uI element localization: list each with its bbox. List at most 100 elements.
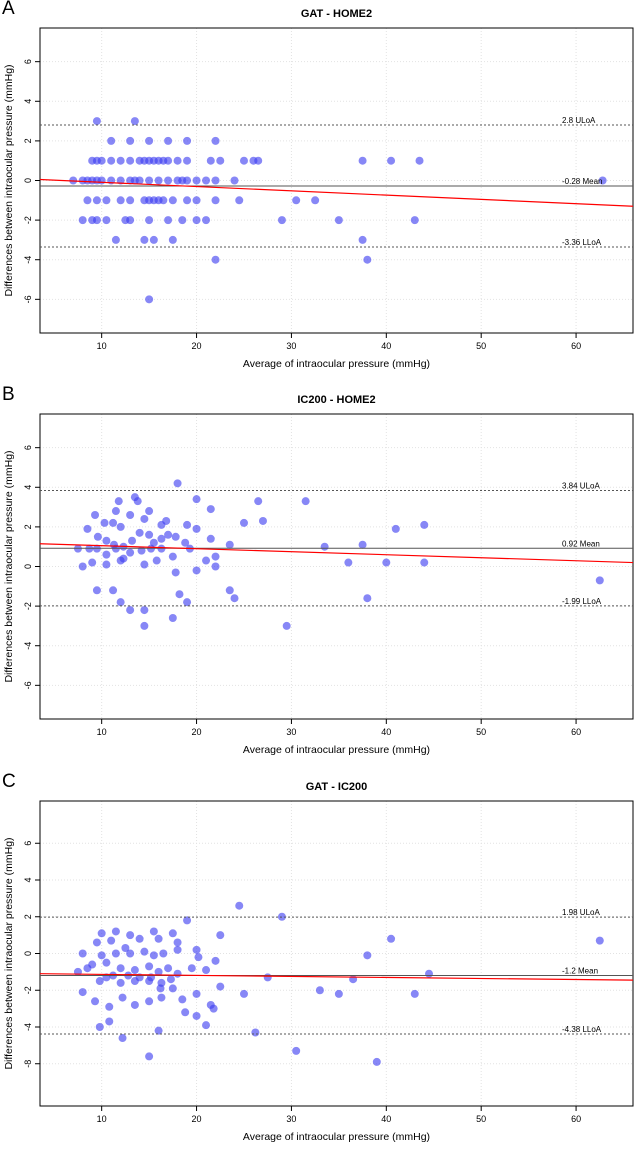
- data-point: [154, 967, 163, 976]
- uloa-label: 1.98 ULoA: [562, 908, 600, 917]
- data-point: [116, 556, 125, 565]
- data-point: [292, 196, 301, 205]
- data-point: [168, 984, 177, 993]
- data-point: [211, 196, 220, 205]
- data-point: [145, 295, 154, 304]
- data-point: [126, 216, 135, 225]
- data-point: [239, 518, 248, 527]
- y-tick-label: 6: [23, 59, 33, 64]
- data-point: [92, 216, 101, 225]
- data-point: [111, 235, 120, 244]
- chart-title: GAT - HOME2: [301, 8, 372, 20]
- data-point: [598, 176, 607, 185]
- data-point: [111, 507, 120, 516]
- data-point: [145, 977, 154, 986]
- data-point: [192, 989, 201, 998]
- data-point: [159, 196, 168, 205]
- data-point: [78, 562, 87, 571]
- data-point: [164, 964, 173, 973]
- data-point: [230, 594, 239, 603]
- data-point: [175, 590, 184, 599]
- data-point: [107, 136, 116, 145]
- data-point: [183, 176, 192, 185]
- data-point: [140, 560, 149, 569]
- data-point: [387, 934, 396, 943]
- panel-b: IC200 - HOME2 -6 -4 -2 0 2 4 6 10 20 30 40 50 60 Avera…: [0, 384, 635, 772]
- x-tick-label: 20: [192, 341, 202, 351]
- data-point: [116, 964, 125, 973]
- data-point: [258, 516, 267, 525]
- y-tick-label: 4: [23, 99, 33, 104]
- data-point: [140, 621, 149, 630]
- data-point: [102, 536, 111, 545]
- data-point: [183, 520, 192, 529]
- data-point: [349, 975, 358, 984]
- data-point: [216, 982, 225, 991]
- data-point: [135, 176, 144, 185]
- data-point: [192, 196, 201, 205]
- data-point: [420, 520, 429, 529]
- data-point: [126, 196, 135, 205]
- data-point: [109, 586, 118, 595]
- data-point: [116, 978, 125, 987]
- data-point: [382, 558, 391, 567]
- data-point: [183, 598, 192, 607]
- data-point: [372, 1057, 381, 1066]
- data-point: [102, 560, 111, 569]
- data-point: [358, 540, 367, 549]
- data-point: [164, 156, 173, 165]
- data-point: [277, 216, 286, 225]
- data-point: [78, 988, 87, 997]
- y-tick-label: -2: [23, 986, 33, 994]
- data-point: [102, 958, 111, 967]
- data-point: [363, 594, 372, 603]
- data-point: [168, 196, 177, 205]
- x-tick-label: 40: [381, 727, 391, 737]
- y-tick-label: -4: [23, 1023, 33, 1031]
- data-point: [173, 479, 182, 488]
- data-point: [145, 962, 154, 971]
- data-point: [97, 951, 106, 960]
- data-point: [92, 586, 101, 595]
- data-point: [149, 538, 158, 547]
- data-point: [311, 196, 320, 205]
- data-point: [216, 156, 225, 165]
- y-tick-label: -2: [23, 602, 33, 610]
- data-point: [363, 255, 372, 264]
- y-tick-label: -4: [23, 256, 33, 264]
- data-point: [181, 538, 190, 547]
- x-axis-label: Average of intraocular pressure (mmHg): [243, 744, 430, 756]
- x-tick-label: 40: [381, 341, 391, 351]
- data-point: [173, 938, 182, 947]
- y-tick-label: -8: [23, 1060, 33, 1068]
- x-tick-label: 50: [476, 727, 486, 737]
- data-point: [192, 524, 201, 533]
- data-point: [420, 558, 429, 567]
- x-tick-label: 20: [192, 1114, 202, 1124]
- data-point: [88, 558, 97, 567]
- data-point: [211, 956, 220, 965]
- x-tick-label: 40: [381, 1114, 391, 1124]
- data-point: [164, 530, 173, 539]
- data-point: [363, 951, 372, 960]
- data-point: [157, 520, 166, 529]
- data-point: [164, 136, 173, 145]
- data-point: [211, 176, 220, 185]
- data-point: [78, 216, 87, 225]
- data-point: [192, 945, 201, 954]
- panel-a: GAT - HOME2 -6 -4 -2 0 2 4 6 10 20 30 40 50 60 Average…: [0, 0, 635, 386]
- data-point: [121, 943, 130, 952]
- lloa-label: -1.99 LLoA: [562, 597, 602, 606]
- data-point: [168, 613, 177, 622]
- data-point: [192, 566, 201, 575]
- data-point: [171, 532, 180, 541]
- data-point: [595, 576, 604, 585]
- data-point: [334, 989, 343, 998]
- y-axis-label: Differences between intraocular pressure…: [3, 450, 15, 682]
- data-point: [202, 176, 211, 185]
- x-tick-label: 60: [571, 1114, 581, 1124]
- data-point: [154, 934, 163, 943]
- y-tick-label: 6: [23, 445, 33, 450]
- data-point: [192, 216, 201, 225]
- data-point: [83, 196, 92, 205]
